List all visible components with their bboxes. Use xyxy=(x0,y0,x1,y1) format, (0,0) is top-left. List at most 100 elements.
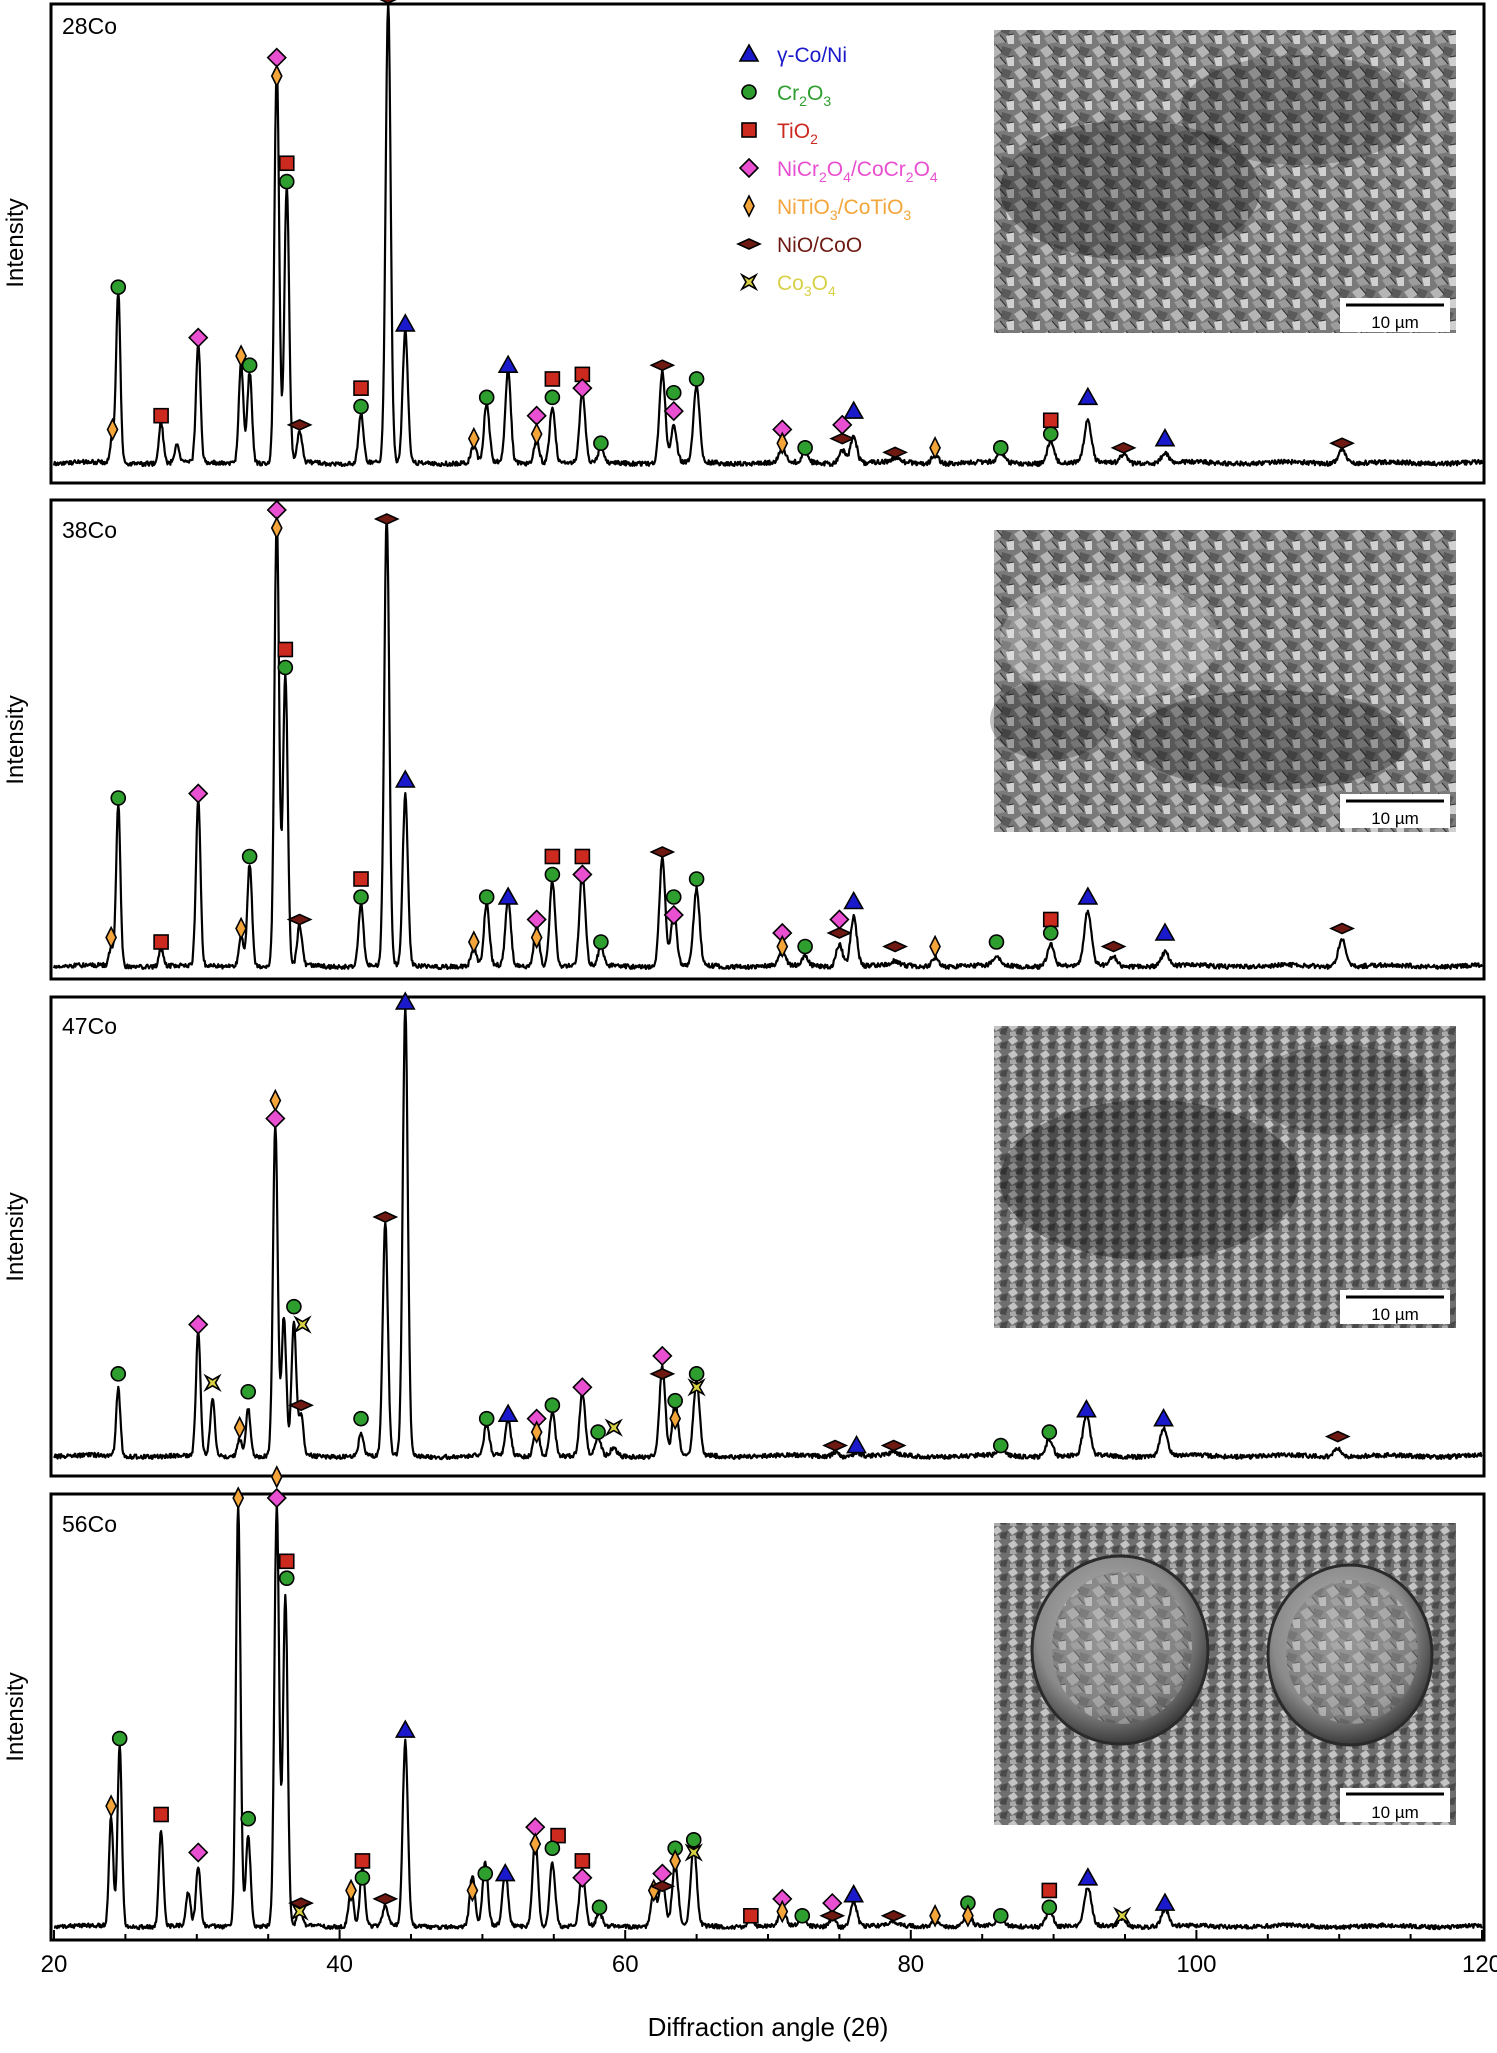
cr2o3-marker xyxy=(544,1397,561,1413)
nio-coo-marker xyxy=(379,0,397,4)
scale-bar-label: 10 µm xyxy=(1371,1305,1419,1324)
titanate-marker xyxy=(530,1420,543,1444)
sem-dark-region xyxy=(1250,1045,1430,1135)
cr2o3-marker xyxy=(688,1366,705,1382)
nio-coo-marker xyxy=(1110,441,1137,454)
gamma-co-ni-marker xyxy=(846,1434,867,1454)
legend-subscript: 4 xyxy=(828,283,836,299)
tio2-marker xyxy=(278,155,295,172)
titanate-marker xyxy=(466,1878,479,1903)
panel-1: 28Co 10 µm Intensity xyxy=(2,0,1486,485)
co3o4-marker xyxy=(604,1418,623,1437)
co3o4-marker xyxy=(293,1315,312,1334)
phase-markers xyxy=(105,499,1355,959)
cr2o3-marker xyxy=(593,934,609,950)
spinel-marker xyxy=(663,904,684,926)
legend-subscript: 3 xyxy=(823,93,831,109)
co3o4-marker xyxy=(203,1373,222,1392)
gamma-co-ni-marker xyxy=(494,1862,516,1882)
legend-text: Cr xyxy=(777,82,799,105)
gamma-co-ni-marker xyxy=(1153,1408,1174,1427)
cr2o3-marker xyxy=(353,398,369,415)
gamma-co-ni-marker xyxy=(1077,1867,1099,1886)
sample-label: 47Co xyxy=(62,1013,117,1039)
x-tick-label: 20 xyxy=(41,1951,68,1978)
titanate-marker xyxy=(235,916,247,941)
gamma-co-ni-marker xyxy=(1154,428,1176,447)
titanate-marker xyxy=(529,1832,542,1856)
cr2o3-marker xyxy=(544,1840,561,1857)
cr2o3-marker xyxy=(1042,925,1059,941)
titanate-marker xyxy=(929,934,941,959)
co3o4-marker xyxy=(684,1843,703,1862)
spinel-marker xyxy=(572,864,593,885)
gamma-co-ni-marker xyxy=(1154,922,1176,941)
cr2o3-marker xyxy=(797,440,813,456)
legend-text: O xyxy=(914,158,930,181)
xrd-trace xyxy=(52,514,1484,971)
cr2o3-marker xyxy=(477,1865,494,1882)
spinel-marker xyxy=(663,400,684,422)
titanate-marker xyxy=(530,925,543,950)
cr2o3-marker xyxy=(241,357,258,374)
legend-subscript: 3 xyxy=(903,207,911,223)
cr2o3-marker xyxy=(992,1907,1009,1924)
sample-label: 56Co xyxy=(62,1511,117,1537)
nio-coo-marker xyxy=(882,940,909,953)
titanate-marker xyxy=(270,64,283,88)
sem-dark-region xyxy=(1130,690,1410,790)
nio-coo-marker xyxy=(288,1399,314,1412)
tio2-marker xyxy=(574,1853,591,1869)
spinel-marker xyxy=(652,1345,673,1367)
titanate-marker xyxy=(530,422,543,446)
legend-entry: NiCr2O4/CoCr2O4 xyxy=(777,158,938,185)
titanate-marker xyxy=(345,1878,357,1903)
nio-coo-marker xyxy=(880,1909,907,1922)
titanate-marker xyxy=(467,930,480,954)
spinel-marker xyxy=(266,47,287,68)
gamma-co-ni-marker xyxy=(738,43,760,62)
titanate-marker xyxy=(776,934,789,959)
cr2o3-marker xyxy=(286,1298,302,1315)
nio-coo-marker xyxy=(373,513,400,525)
cr2o3-marker xyxy=(992,440,1009,456)
spinel-marker xyxy=(526,405,547,426)
cr2o3-marker xyxy=(665,384,682,401)
sem-dark-region xyxy=(990,680,1110,760)
tio2-marker xyxy=(278,1553,295,1570)
spinel-marker xyxy=(572,1867,593,1888)
nio-coo-marker xyxy=(649,846,676,858)
titanate-marker xyxy=(467,426,480,451)
cr2o3-marker xyxy=(110,790,127,806)
gamma-co-ni-marker xyxy=(497,354,519,374)
sem-image xyxy=(994,1026,1456,1328)
tio2-marker xyxy=(353,380,369,396)
phase-markers xyxy=(110,991,1351,1454)
gamma-co-ni-marker xyxy=(497,886,519,905)
legend-subscript: 4 xyxy=(930,169,938,185)
legend-subscript: 2 xyxy=(799,93,807,109)
titanate-marker xyxy=(105,925,118,950)
gamma-co-ni-marker xyxy=(394,769,416,788)
cr2o3-marker xyxy=(593,435,609,452)
gamma-co-ni-marker xyxy=(394,1719,416,1738)
gamma-co-ni-marker xyxy=(394,313,416,332)
phase-markers xyxy=(105,1465,1176,1928)
sem-inset: 10 µm xyxy=(994,30,1456,333)
legend-text: /CoTiO xyxy=(838,196,904,219)
x-tick-label: 40 xyxy=(326,1951,353,1978)
spinel-marker xyxy=(572,378,593,399)
titanate-marker xyxy=(270,516,283,540)
x-axis-label: Diffraction angle (2θ) xyxy=(648,2012,889,2042)
tio2-marker xyxy=(353,871,369,887)
sem-inset: 10 µm xyxy=(994,1523,1456,1825)
legend-entry: Co3O4 xyxy=(777,272,836,299)
y-axis-label: Intensity xyxy=(2,1672,29,1761)
tio2-marker xyxy=(574,848,591,865)
cr2o3-marker xyxy=(1042,426,1059,442)
legend-subscript: 2 xyxy=(819,169,827,185)
nio-coo-marker xyxy=(1324,1430,1351,1443)
spinel-marker xyxy=(266,1487,287,1509)
spinel-marker xyxy=(652,1863,673,1884)
